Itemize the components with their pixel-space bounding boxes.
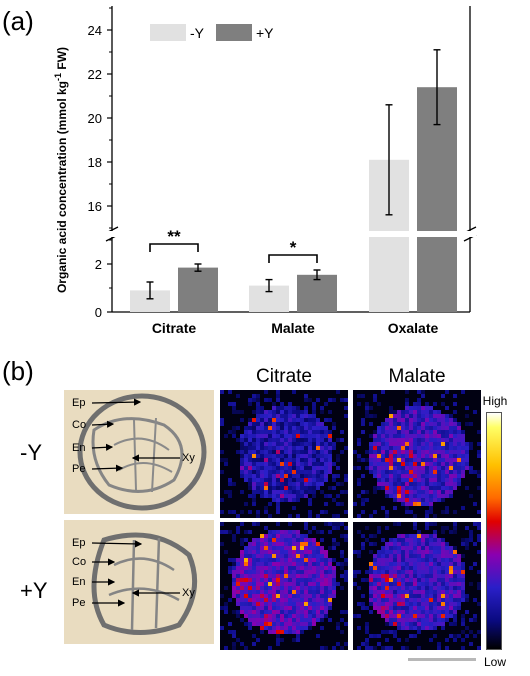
anatomy-label-pe: Pe xyxy=(72,597,86,609)
row-label-minus-y: -Y xyxy=(20,440,42,465)
anatomy-label-ep: Ep xyxy=(72,537,86,549)
anatomy-label-co: Co xyxy=(72,419,87,431)
bar-citrate-minus-y xyxy=(130,290,170,312)
legend-swatch-minus-y xyxy=(150,24,186,41)
heatmap-citrate-minus-y-image xyxy=(220,390,348,518)
heatmap-citrate-minus-y xyxy=(220,390,348,518)
heatmap-citrate-plus-y xyxy=(220,522,348,650)
heatmap-malate-minus-y xyxy=(353,390,481,518)
anatomy-label-pe: Pe xyxy=(72,463,86,475)
x-tick-label-oxalate: Oxalate xyxy=(388,320,439,336)
y-tick-label: 0 xyxy=(95,305,102,320)
significance-bracket xyxy=(268,254,318,263)
anatomy-label-en: En xyxy=(72,442,86,454)
anatomy-label-en: En xyxy=(72,576,86,588)
column-title-citrate: Citrate xyxy=(256,366,312,387)
legend-label-minus-y: -Y xyxy=(190,25,205,41)
heatmap-malate-minus-y-image xyxy=(353,390,481,518)
colorbar-high-label: High xyxy=(482,394,508,408)
heatmap-malate-plus-y-image xyxy=(353,522,481,650)
x-tick-label-malate: Malate xyxy=(271,320,315,336)
bar-citrate-plus-y xyxy=(178,267,218,312)
colorbar-low-label: Low xyxy=(483,655,506,669)
anatomy-label-xy: Xy xyxy=(182,587,195,599)
heatmap-citrate-plus-y-image xyxy=(220,522,348,650)
legend-swatch-plus-y xyxy=(216,24,252,41)
legend-label-plus-y: +Y xyxy=(256,25,274,41)
significance-label: ** xyxy=(167,227,181,246)
column-title-malate: Malate xyxy=(388,366,446,387)
panel-a-label: (a) xyxy=(2,6,34,36)
colorbar xyxy=(486,412,502,650)
anatomy-label-co: Co xyxy=(72,556,87,568)
bar-chart: 0 2 16 18 20 22 24 Citrate Malate Oxalate Organic … xyxy=(53,6,477,336)
axis-break-gap xyxy=(104,231,476,237)
x-tick-label-citrate: Citrate xyxy=(152,320,197,336)
y-tick-label: 16 xyxy=(88,199,102,214)
y-tick-label: 18 xyxy=(88,155,102,170)
scale-bar xyxy=(408,658,476,661)
y-tick-label: 20 xyxy=(88,111,102,126)
panel-b-label: (b) xyxy=(2,356,34,386)
significance-bracket xyxy=(149,243,199,252)
y-tick-label: 2 xyxy=(95,257,102,272)
anatomy-label-xy: Xy xyxy=(182,452,195,464)
heatmap-malate-plus-y xyxy=(353,522,481,650)
y-axis-label: Organic acid concentration (mmol kg-1 FW… xyxy=(53,47,69,293)
y-tick-label: 24 xyxy=(88,23,102,38)
anatomy-label-ep: Ep xyxy=(72,397,86,409)
section-photo-minus-y xyxy=(64,390,214,514)
y-tick-label: 22 xyxy=(88,67,102,82)
significance-label: * xyxy=(290,238,297,257)
row-label-plus-y: +Y xyxy=(20,578,48,603)
bar-malate-plus-y xyxy=(297,274,337,312)
